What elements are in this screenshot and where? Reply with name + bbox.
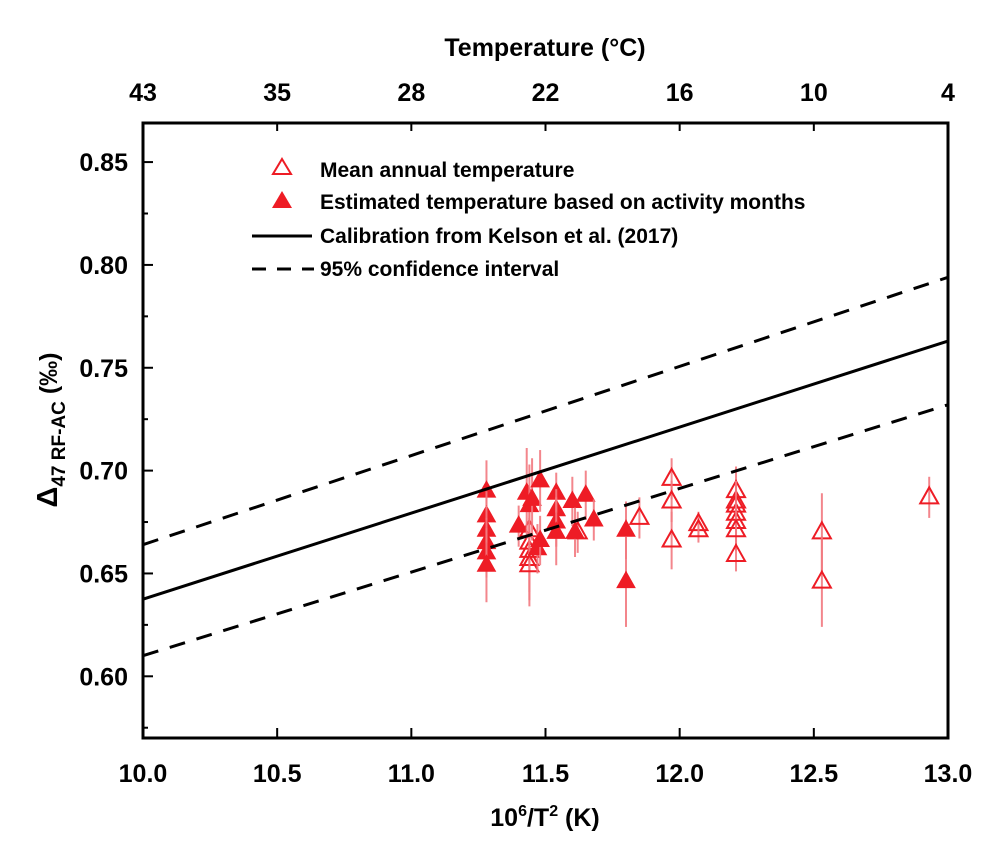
legend-label-mean-annual: Mean annual temperature: [320, 159, 574, 182]
open-triangle-point: [660, 528, 683, 548]
y-tick-label: 0.60: [79, 663, 128, 691]
open-triangle-point: [687, 518, 710, 538]
top-tick-label: 22: [532, 79, 560, 107]
y-tick-label: 0.80: [79, 252, 128, 280]
y-tick-label: 0.70: [79, 458, 128, 486]
open-triangle-point: [628, 505, 651, 525]
open-triangle-point: [811, 569, 833, 589]
top-tick-label: 10: [800, 79, 828, 107]
filled-triangle-point: [530, 469, 550, 488]
ci-upper-line: [142, 275, 949, 547]
y-tick-label: 0.85: [79, 149, 128, 177]
top-tick-label: 4: [941, 79, 955, 107]
filled-triangle-point: [565, 521, 585, 539]
ci-lower-line: [142, 403, 949, 658]
filled-triangle-point: [575, 484, 596, 502]
x-tick-label: 13.0: [924, 760, 973, 788]
open-triangle-point: [660, 489, 683, 509]
filled-triangle-point: [562, 490, 583, 508]
y-axis-title: Δ47 RF-AC (‰): [32, 353, 70, 508]
open-triangle-point: [518, 553, 541, 573]
filled-triangle-point: [616, 519, 636, 537]
top-axis-title: Temperature (°C): [444, 34, 645, 62]
data-marks: [476, 447, 940, 627]
x-axis-title: 106/T2 (K): [490, 803, 600, 832]
calibration-line: [142, 339, 949, 601]
axis-ticks: [142, 123, 949, 738]
filled-triangle-point: [476, 554, 497, 572]
open-triangle-point: [725, 518, 747, 538]
filled-triangle-point: [530, 529, 550, 548]
x-tick-label: 11.5: [522, 760, 569, 788]
x-tick-label: 11.0: [388, 760, 435, 788]
filled-triangle-point: [508, 515, 529, 533]
x-tick-label: 12.0: [655, 760, 704, 788]
open-triangle-point: [918, 485, 940, 505]
tick-labels: 10.0 10.5 11.0 11.5 12.0 12.5 13.0 43 35 28 22 16 10…: [79, 79, 972, 788]
top-tick-label: 16: [666, 79, 694, 107]
x-tick-label: 10.5: [253, 760, 302, 788]
top-tick-label: 43: [129, 79, 157, 107]
filled-triangle-point: [616, 570, 636, 589]
calibration-lines: [142, 275, 949, 658]
legend-label-estimated: Estimated temperature based on activity …: [320, 191, 805, 214]
legend-open-triangle-icon: [271, 157, 293, 175]
top-tick-label: 28: [397, 79, 425, 107]
legend-label-calibration: Calibration from Kelson et al. (2017): [320, 225, 678, 248]
legend-filled-triangle-icon: [272, 191, 292, 208]
filled-triangle-point: [583, 508, 604, 527]
top-tick-label: 35: [263, 79, 291, 107]
legend: Mean annual temperature Estimated temper…: [252, 157, 805, 281]
x-tick-label: 10.0: [119, 760, 168, 788]
filled-triangle-point: [522, 488, 542, 506]
plot-frame: [141, 121, 950, 740]
x-tick-label: 12.5: [789, 760, 838, 788]
filled-triangle-point: [546, 521, 567, 539]
open-triangle-point: [725, 542, 747, 562]
y-tick-label: 0.65: [79, 560, 128, 588]
y-tick-label: 0.75: [79, 355, 128, 383]
legend-label-ci: 95% confidence interval: [320, 258, 559, 281]
